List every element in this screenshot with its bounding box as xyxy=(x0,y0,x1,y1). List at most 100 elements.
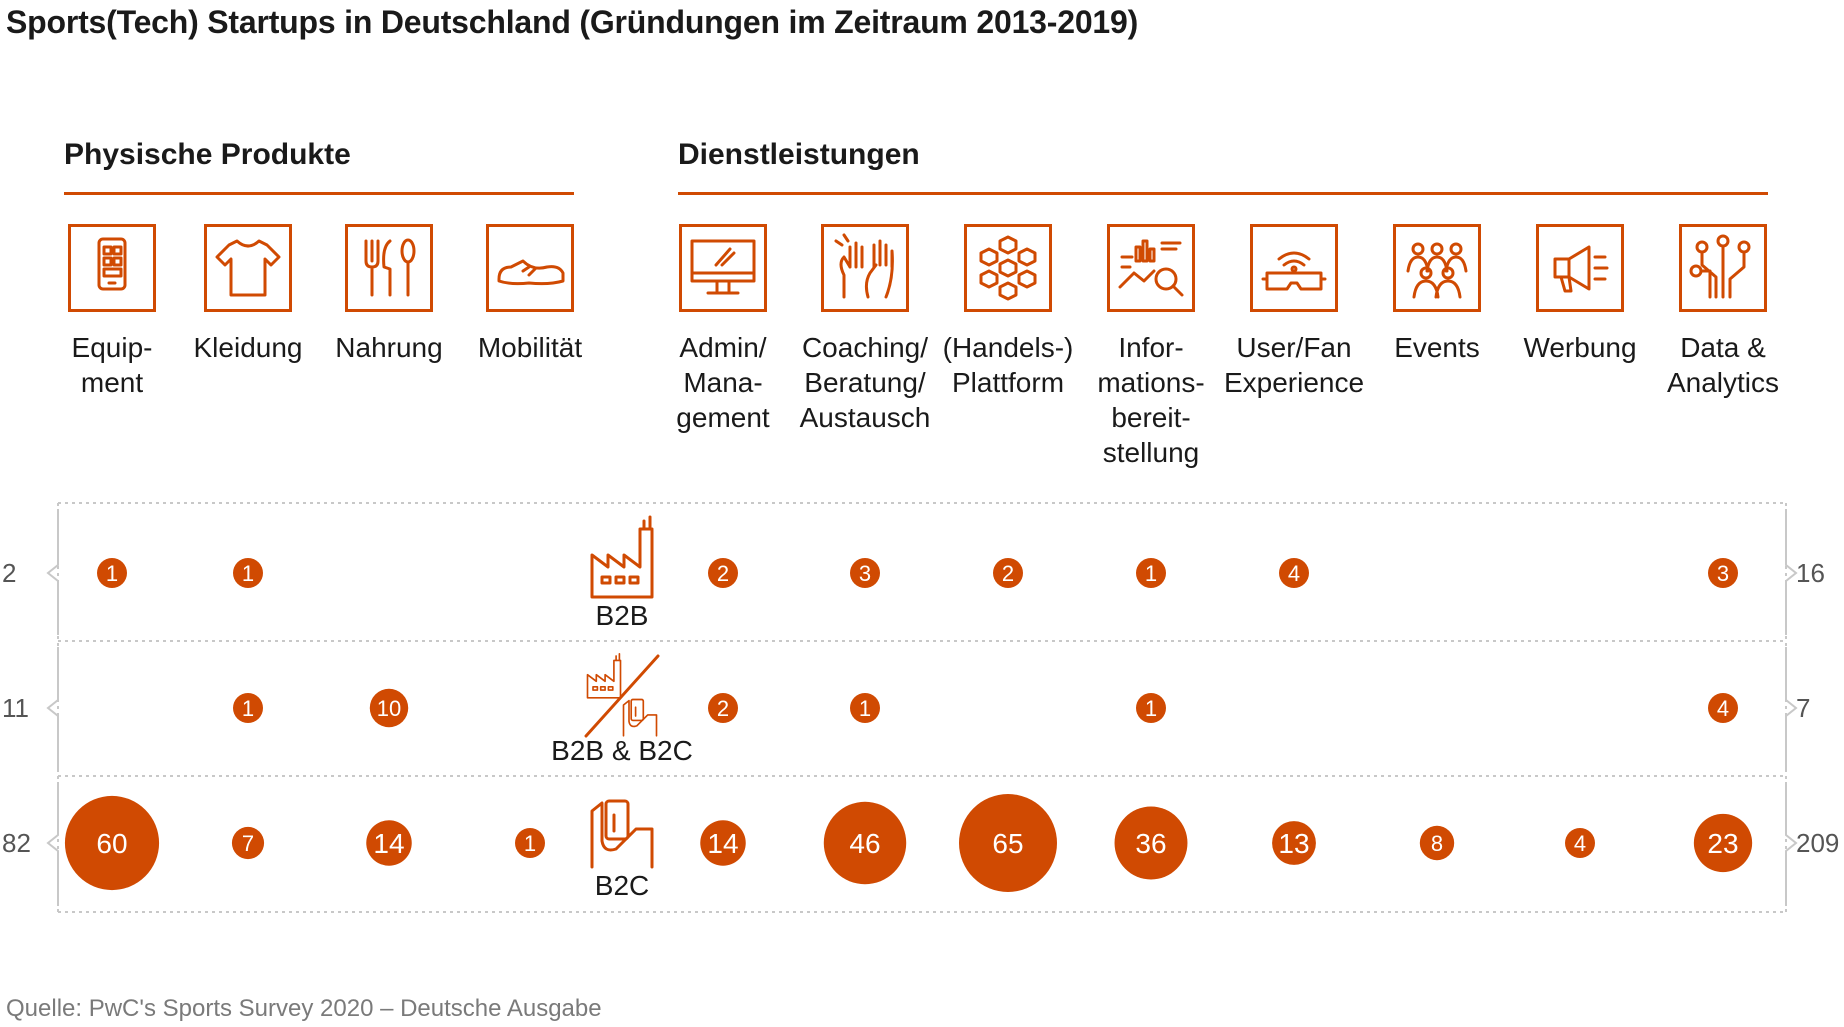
bubble-value: 1 xyxy=(859,696,871,721)
factory-and-hand-icon xyxy=(584,652,660,738)
category-label-line: bereit- xyxy=(1111,402,1191,433)
row-total-physical: 82 xyxy=(2,828,31,858)
category-label-line: Plattform xyxy=(951,367,1065,398)
category-label-line: Infor- xyxy=(1118,332,1184,363)
bubble-value: 36 xyxy=(1135,828,1166,859)
hexagon-network-icon xyxy=(964,224,1052,312)
bubble xyxy=(231,826,265,860)
bubble-value: 3 xyxy=(1717,561,1729,586)
bubble xyxy=(708,693,738,723)
hand-phone-icon xyxy=(590,799,654,869)
row-brace-right xyxy=(1785,509,1798,635)
business-model-label: B2C xyxy=(595,870,649,901)
category-label-line: Austausch xyxy=(799,402,931,433)
bubble xyxy=(1565,828,1595,858)
bubble-value: 4 xyxy=(1288,561,1300,586)
bubble xyxy=(1708,558,1738,588)
category-label-line: Werbung xyxy=(1523,332,1637,363)
category-label-line: User/Fan xyxy=(1236,332,1352,363)
group-divider-physical xyxy=(64,192,574,195)
row-total-services: 7 xyxy=(1796,693,1811,723)
category-label-line: Events xyxy=(1394,332,1480,363)
bubble xyxy=(823,801,907,885)
bubble-value: 1 xyxy=(1145,696,1157,721)
report-magnifier-icon xyxy=(1107,224,1195,312)
sneaker-icon xyxy=(486,224,574,312)
row-brace-right xyxy=(1785,782,1798,906)
monitor-icon xyxy=(679,224,767,312)
category-label-line: Experience xyxy=(1223,367,1365,398)
chart-title: Sports(Tech) Startups in Deutschland (Gr… xyxy=(6,4,1139,40)
category-label-line: Mana- xyxy=(683,367,763,398)
category-label-line: Mobilität xyxy=(477,332,583,363)
category-label-line: Analytics xyxy=(1666,367,1780,398)
bubble-value: 7 xyxy=(242,831,254,856)
bubble-value: 13 xyxy=(1278,828,1309,859)
category-label-line: (Handels-) xyxy=(942,332,1074,363)
category-label: Kleidung xyxy=(168,330,328,365)
circuit-icon xyxy=(1679,224,1767,312)
source-note: Quelle: PwC's Sports Survey 2020 – Deuts… xyxy=(6,995,602,1022)
bubble xyxy=(369,688,409,728)
category-label: Nahrung xyxy=(309,330,469,365)
bubble xyxy=(1419,825,1455,861)
bubble xyxy=(1708,693,1738,723)
bubble xyxy=(993,558,1023,588)
bubble xyxy=(233,693,263,723)
category-label: Mobilität xyxy=(450,330,610,365)
smartphone-qr-icon xyxy=(68,224,156,312)
bubble-value: 65 xyxy=(992,828,1023,859)
category-label-line: gement xyxy=(676,402,770,433)
category-label-line: stellung xyxy=(1102,437,1200,468)
bubble xyxy=(97,558,127,588)
megaphone-icon xyxy=(1536,224,1624,312)
bubble xyxy=(959,794,1057,892)
bubble-value: 3 xyxy=(859,561,871,586)
category-label: (Handels-) Plattform xyxy=(928,330,1088,400)
bubble-value: 14 xyxy=(373,828,404,859)
high-five-icon xyxy=(821,224,909,312)
audience-icon xyxy=(1393,224,1481,312)
business-model-label: B2B & B2C xyxy=(551,735,693,766)
factory-icon xyxy=(590,515,654,599)
row-total-services: 16 xyxy=(1796,558,1825,588)
category-label-line: Beratung/ xyxy=(804,367,926,398)
bubble xyxy=(366,820,412,866)
category-label-line: Nahrung xyxy=(335,332,443,363)
category-label-line: mations- xyxy=(1097,367,1205,398)
row-brace-right xyxy=(1785,647,1798,770)
group-divider-services xyxy=(678,192,1768,195)
bubble xyxy=(708,558,738,588)
bubble xyxy=(1693,813,1753,873)
bubble-value: 46 xyxy=(849,828,880,859)
category-label: User/Fan Experience xyxy=(1214,330,1374,400)
bubble-value: 1 xyxy=(524,831,536,856)
bubble xyxy=(1279,558,1309,588)
category-label: Data & Analytics xyxy=(1643,330,1803,400)
category-label: Werbung xyxy=(1500,330,1660,365)
cutlery-icon xyxy=(345,224,433,312)
bubble-value: 4 xyxy=(1574,831,1586,856)
row-total-physical: 11 xyxy=(2,693,29,723)
category-label-line: Admin/ xyxy=(679,332,767,363)
tshirt-icon xyxy=(204,224,292,312)
bubble-value: 8 xyxy=(1431,831,1443,856)
category-label: Infor-mations-bereit-stellung xyxy=(1071,330,1231,470)
category-label-line: Coaching/ xyxy=(801,332,929,363)
bubble xyxy=(1272,821,1316,865)
bubble-value: 2 xyxy=(1002,561,1014,586)
bubble-value: 1 xyxy=(242,561,254,586)
business-model-label: B2B xyxy=(596,600,649,631)
row-total-services: 209 xyxy=(1796,828,1840,858)
bubble xyxy=(64,795,160,891)
category-label: Equip-ment xyxy=(32,330,192,400)
row-brace-left xyxy=(46,509,59,635)
bubble-value: 14 xyxy=(707,828,738,859)
vr-headset-icon xyxy=(1250,224,1338,312)
bubble xyxy=(515,828,545,858)
bubble-value: 23 xyxy=(1707,828,1738,859)
bubble-value: 1 xyxy=(106,561,118,586)
category-label-line: ment xyxy=(80,367,144,398)
category-label-line: Kleidung xyxy=(193,332,303,363)
